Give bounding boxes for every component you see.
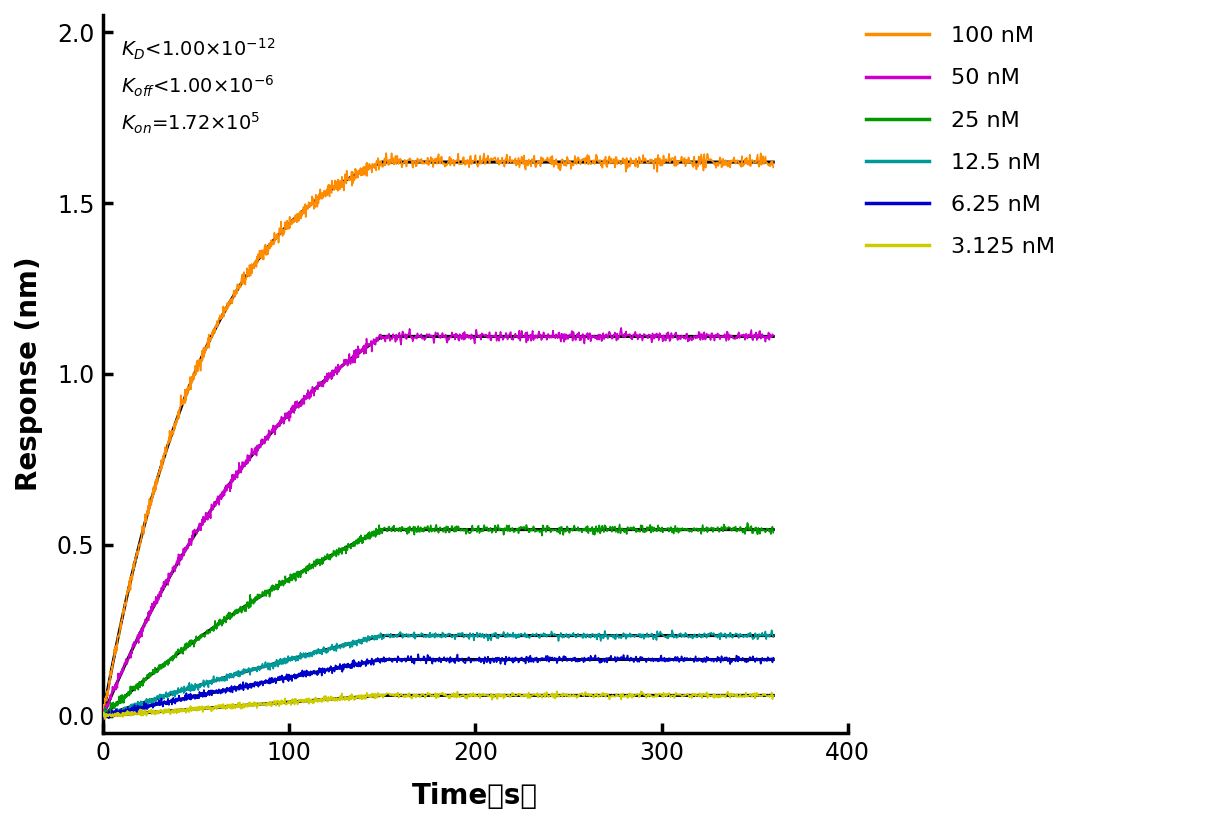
3.125 nM: [410, 691, 425, 701]
3.125 nM: [95, 711, 110, 721]
100 nM: [766, 163, 781, 172]
6.25 nM: [95, 711, 110, 721]
100 nM: [595, 163, 610, 172]
3.125 nM: [217, 703, 232, 713]
3.125 nM: [462, 691, 477, 700]
100 nM: [410, 153, 425, 163]
50 nM: [217, 490, 232, 500]
3.125 nM: [596, 688, 611, 698]
Text: $K_D$<1.00×10$^{-12}$
$K_{off}$<1.00×10$^{-6}$
$K_{on}$=1.72×10$^{5}$: $K_D$<1.00×10$^{-12}$ $K_{off}$<1.00×10$…: [122, 36, 276, 136]
12.5 nM: [462, 634, 477, 644]
6.25 nM: [410, 649, 425, 659]
25 nM: [462, 528, 477, 538]
3.125 nM: [97, 714, 112, 724]
12.5 nM: [95, 711, 110, 721]
25 nM: [410, 527, 425, 537]
50 nM: [614, 323, 628, 332]
25 nM: [272, 576, 287, 586]
Line: 25 nM: 25 nM: [102, 523, 774, 717]
Line: 100 nM: 100 nM: [102, 153, 774, 716]
Legend: 100 nM, 50 nM, 25 nM, 12.5 nM, 6.25 nM, 3.125 nM: 100 nM, 50 nM, 25 nM, 12.5 nM, 6.25 nM, …: [866, 26, 1055, 257]
Line: 3.125 nM: 3.125 nM: [102, 691, 774, 719]
12.5 nM: [272, 655, 287, 665]
6.25 nM: [217, 686, 232, 696]
100 nM: [271, 235, 286, 245]
25 nM: [97, 712, 112, 722]
12.5 nM: [766, 632, 781, 642]
3.125 nM: [272, 701, 287, 711]
50 nM: [95, 711, 110, 721]
Y-axis label: Response (nm): Response (nm): [15, 257, 43, 492]
X-axis label: Time（s）: Time（s）: [413, 782, 538, 810]
100 nM: [378, 148, 393, 158]
3.125 nM: [549, 686, 564, 696]
Line: 12.5 nM: 12.5 nM: [102, 630, 774, 719]
50 nM: [410, 328, 425, 338]
6.25 nM: [272, 675, 287, 685]
50 nM: [595, 333, 610, 343]
12.5 nM: [217, 673, 232, 683]
25 nM: [229, 607, 244, 617]
50 nM: [229, 469, 244, 479]
6.25 nM: [229, 683, 244, 693]
3.125 nM: [766, 691, 781, 700]
25 nM: [595, 521, 610, 530]
25 nM: [217, 612, 232, 622]
12.5 nM: [410, 629, 425, 639]
Line: 6.25 nM: 6.25 nM: [102, 654, 774, 719]
100 nM: [462, 163, 477, 172]
25 nM: [766, 528, 781, 538]
25 nM: [740, 518, 755, 528]
6.25 nM: [462, 655, 477, 665]
100 nM: [95, 711, 110, 721]
Line: 50 nM: 50 nM: [102, 328, 774, 719]
50 nM: [766, 331, 781, 341]
6.25 nM: [410, 655, 425, 665]
25 nM: [95, 711, 110, 721]
6.25 nM: [596, 653, 611, 663]
3.125 nM: [229, 700, 244, 710]
50 nM: [272, 417, 287, 427]
6.25 nM: [96, 714, 111, 724]
50 nM: [462, 332, 477, 342]
12.5 nM: [595, 630, 610, 640]
12.5 nM: [764, 625, 779, 635]
12.5 nM: [97, 714, 112, 724]
6.25 nM: [766, 653, 781, 662]
50 nM: [96, 714, 111, 724]
100 nM: [217, 312, 232, 322]
100 nM: [229, 289, 244, 299]
12.5 nM: [229, 667, 244, 677]
